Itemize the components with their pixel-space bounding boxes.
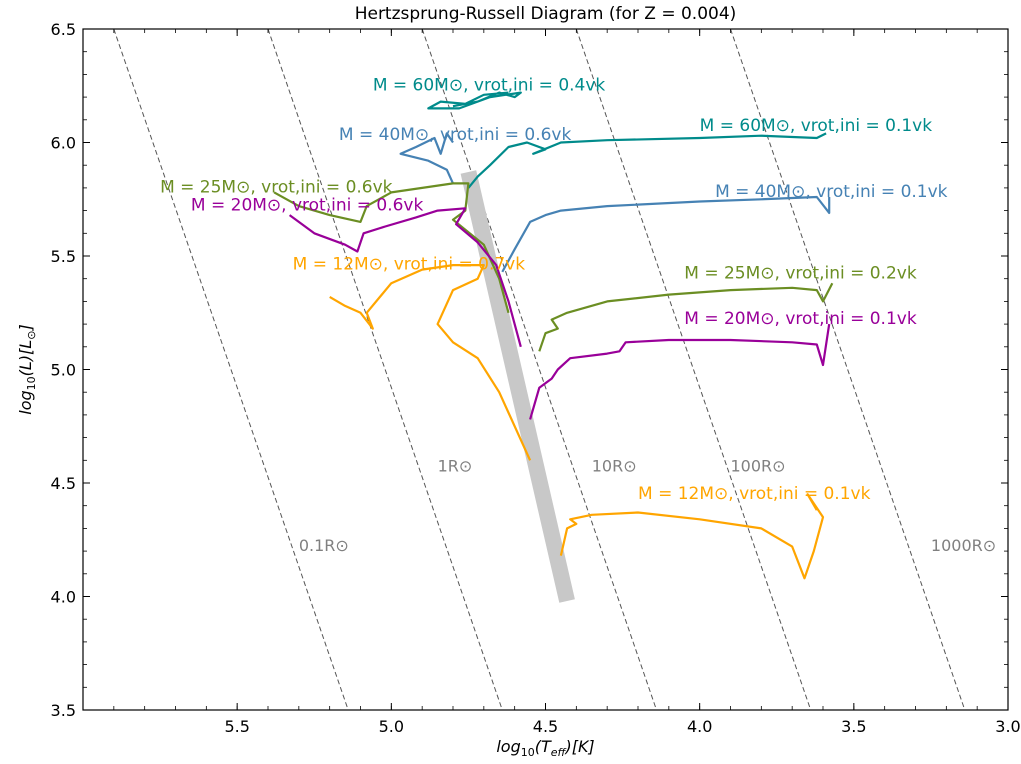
- track-line: [427, 91, 522, 110]
- track-line: [467, 132, 827, 189]
- track-line: [501, 195, 831, 273]
- chart-title: Hertzsprung-Russell Diagram (for Z = 0.0…: [355, 4, 737, 24]
- zams-band: [460, 170, 575, 603]
- y-tick-label: 6.5: [51, 20, 76, 39]
- y-tick-label: 6.0: [51, 134, 76, 153]
- track-line: [399, 132, 455, 184]
- track-label: M = 20M⊙, vrot,ini = 0.6vk: [191, 196, 424, 216]
- track-label: M = 12M⊙, vrot,ini = 0.7vk: [293, 255, 526, 275]
- track-label: M = 40M⊙, vrot,ini = 0.1vk: [715, 182, 948, 202]
- radius-line: [730, 29, 966, 710]
- track-label: M = 25M⊙, vrot,ini = 0.6vk: [160, 177, 393, 197]
- y-tick-label: 4.5: [51, 474, 76, 493]
- x-tick-label: 3.0: [995, 717, 1020, 736]
- y-tick-label: 4.0: [51, 588, 76, 607]
- y-axis-label: log10(L)[L⊙]: [16, 324, 38, 414]
- track-label: M = 60M⊙, vrot,ini = 0.1vk: [700, 116, 933, 136]
- x-tick-label: 4.0: [687, 717, 712, 736]
- track-line: [288, 207, 522, 348]
- radius-label: 100R⊙: [731, 457, 786, 476]
- track-label: M = 60M⊙, vrot,ini = 0.4vk: [373, 75, 606, 95]
- radius-lines: [113, 29, 966, 710]
- radius-label: 1000R⊙: [931, 536, 996, 555]
- x-axis-label: log10(Teff)[K]: [496, 737, 594, 759]
- x-tick-label: 5.0: [379, 717, 404, 736]
- y-tick-label: 5.0: [51, 361, 76, 380]
- radius-line: [421, 29, 657, 710]
- radius-line: [575, 29, 812, 710]
- track-label: M = 20M⊙, vrot,ini = 0.1vk: [684, 309, 917, 329]
- radius-label: 1R⊙: [438, 457, 473, 476]
- x-tick-label: 3.5: [841, 717, 866, 736]
- annotation-layer: 0.1R⊙ 1R⊙ 10R⊙ 100R⊙ 1000R⊙ M = 60M⊙, vrot,in…: [160, 75, 996, 555]
- evolution-tracks: [273, 91, 834, 580]
- track-label: M = 12M⊙, vrot,ini = 0.1vk: [638, 484, 871, 504]
- radius-label: 0.1R⊙: [299, 536, 349, 555]
- track-line: [538, 282, 834, 352]
- axis-ticks: 5.5 5.0 4.5 4.0 3.5 3.0 3.5 4.0 4.5 5.0 5.5 6.0 6.5: [51, 20, 1021, 736]
- track-line: [559, 493, 825, 580]
- radius-label: 10R⊙: [592, 457, 637, 476]
- x-tick-label: 5.5: [224, 717, 249, 736]
- y-tick-label: 3.5: [51, 701, 76, 720]
- track-label: M = 40M⊙, vrot,ini = 0.6vk: [339, 125, 572, 145]
- x-tick-label: 4.5: [533, 717, 558, 736]
- track-label: M = 25M⊙, vrot,ini = 0.2vk: [684, 264, 917, 284]
- track-line: [329, 264, 532, 461]
- track-line: [529, 323, 831, 420]
- track-line: [273, 182, 510, 314]
- y-tick-label: 5.5: [51, 247, 76, 266]
- radius-line: [267, 29, 503, 710]
- zams-band-layer: [460, 170, 575, 603]
- radius-line: [113, 29, 349, 710]
